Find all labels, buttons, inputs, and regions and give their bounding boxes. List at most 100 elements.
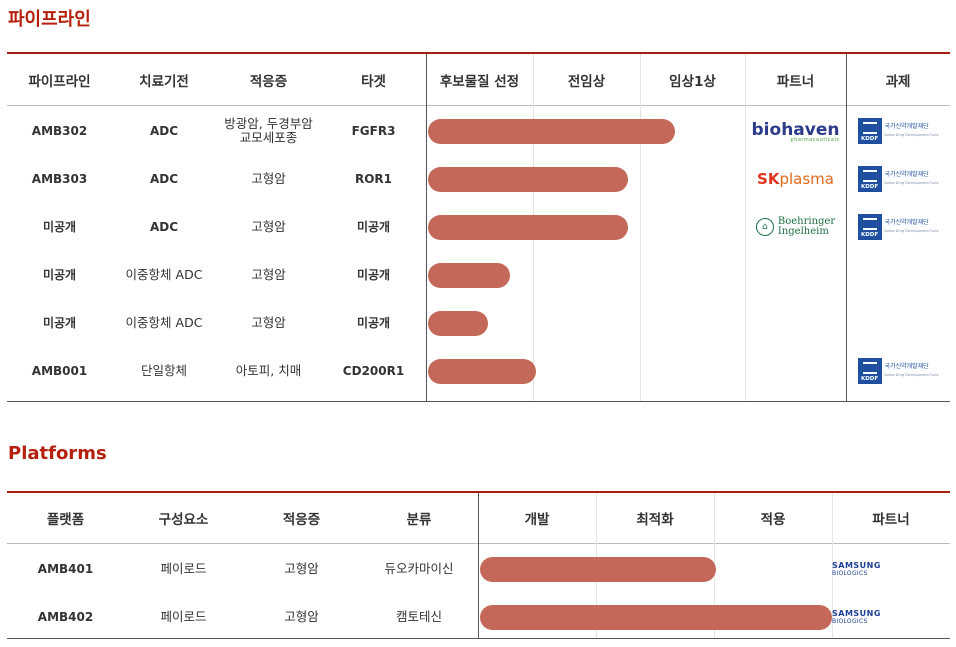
pipeline-header-cell: 파이프라인 xyxy=(28,73,91,90)
kddf-text: 국가신약개발재단 Korea Drug Development Fund xyxy=(885,363,939,379)
pipeline-mechanism: ADC xyxy=(149,172,179,186)
pipeline-header-cell: 임상1상 xyxy=(669,73,716,90)
platforms-category: 듀오카마이신 xyxy=(384,561,454,576)
kddf-emblem: KDDF xyxy=(857,214,882,240)
pipeline-target: CD200R1 xyxy=(342,364,405,378)
pipeline-header-cell: 과제 xyxy=(885,73,911,90)
biologics-text: BIOLOGICS xyxy=(832,570,868,577)
section-divider xyxy=(478,493,479,638)
pipeline-mechanism: 이중항체 ADC xyxy=(125,267,203,282)
platforms-title: Platforms xyxy=(8,443,107,464)
plasma-text: plasma xyxy=(779,170,834,188)
kddf-name: 국가신약개발재단 xyxy=(884,219,929,226)
pipeline-indication: 아토피, 치매 xyxy=(235,363,302,378)
pipeline-header-cell: 전임상 xyxy=(567,73,606,90)
kddf-emblem: KDDF xyxy=(857,118,882,144)
kddf-text: 국가신약개발재단 Korea Drug Development Fund xyxy=(885,123,939,139)
kddf-en: Korea Drug Development Fund xyxy=(884,373,939,377)
column-divider xyxy=(745,54,746,401)
pipeline-title: 파이프라인 xyxy=(8,9,91,30)
boehringer-line1: Boehringer xyxy=(777,216,836,227)
platforms-component: 페이로드 xyxy=(160,561,207,576)
kddf-en: Korea Drug Development Fund xyxy=(884,133,939,137)
platforms-header-cell: 개발 xyxy=(524,512,550,528)
pipeline-target: ROR1 xyxy=(354,172,393,186)
pipeline-indication: 방광암, 두경부암 교모세포종 xyxy=(224,116,313,145)
platforms-name: AMB402 xyxy=(37,610,94,624)
kddf-name: 국가신약개발재단 xyxy=(884,363,929,370)
progress-bar xyxy=(428,310,489,336)
platforms-indication: 고형암 xyxy=(284,609,319,624)
platforms-name: AMB401 xyxy=(37,562,94,576)
pipeline-header-cell: 타겟 xyxy=(361,73,386,90)
pipeline-mechanism: ADC xyxy=(149,220,179,234)
section-divider xyxy=(426,54,427,401)
biohaven-wordmark: biohaven pharmaceuticals xyxy=(752,120,840,143)
kddf-name: 국가신약개발재단 xyxy=(884,171,929,178)
platforms-header-cell: 파트너 xyxy=(872,512,910,528)
pipeline-header-cell: 치료기전 xyxy=(139,73,189,90)
platforms-header-cell: 구성요소 xyxy=(158,512,209,528)
biohaven-sub: pharmaceuticals xyxy=(790,136,840,143)
pipeline-indication: 고형암 xyxy=(251,315,286,330)
platforms-header-cell: 적용 xyxy=(760,512,786,528)
kddf-logo: KDDF 국가신약개발재단 Korea Drug Development Fund xyxy=(846,353,950,389)
progress-bar xyxy=(428,118,676,144)
pipeline-mechanism: 단일항체 xyxy=(140,363,187,378)
column-divider xyxy=(640,54,641,401)
pipeline-target: FGFR3 xyxy=(351,124,396,138)
progress-bar xyxy=(480,604,832,630)
sk-text: SK xyxy=(757,170,780,188)
platforms-header-cell: 플랫폼 xyxy=(46,512,85,528)
kddf-name: 국가신약개발재단 xyxy=(884,123,929,130)
platforms-category: 캠토테신 xyxy=(395,609,442,624)
platforms-table: 플랫폼 구성요소 적응증 분류 개발 최적화 적용 파트너 AMB401 페이로드 고형암 듀오카마이… xyxy=(7,491,950,639)
column-divider xyxy=(832,493,833,638)
pipeline-target: 미공개 xyxy=(356,268,391,282)
kddf-emblem: KDDF xyxy=(857,358,882,384)
samsung-text: SAMSUNG xyxy=(832,561,881,570)
pipeline-mechanism: 이중항체 ADC xyxy=(125,315,203,330)
progress-bar xyxy=(428,214,628,240)
biohaven-name: biohaven xyxy=(751,119,840,140)
platforms-header-cell: 분류 xyxy=(406,512,432,528)
kddf-en: Korea Drug Development Fund xyxy=(884,181,939,185)
platforms-header-cell: 최적화 xyxy=(636,512,674,528)
kddf-text: 국가신약개발재단 Korea Drug Development Fund xyxy=(885,171,939,187)
progress-bar xyxy=(428,358,536,384)
kddf-logo: KDDF 국가신약개발재단 Korea Drug Development Fund xyxy=(846,209,950,245)
platforms-indication: 고형암 xyxy=(284,561,319,576)
pipeline-table: 파이프라인 치료기전 적응증 타겟 후보물질 선정 전임상 임상1상 파트너 과제 AMB302 A… xyxy=(7,52,950,402)
pipeline-target: 미공개 xyxy=(356,316,391,330)
pipeline-indication: 고형암 xyxy=(251,219,286,234)
kddf-logo: KDDF 국가신약개발재단 Korea Drug Development Fund xyxy=(846,113,950,149)
kddf-logo: KDDF 국가신약개발재단 Korea Drug Development Fund xyxy=(846,161,950,197)
sk-plasma-logo: SK plasma xyxy=(745,161,846,197)
pipeline-name: AMB001 xyxy=(31,364,88,378)
samsung-biologics-logo: SAMSUNG BIOLOGICS xyxy=(832,553,950,585)
boehringer-logo: ⌂ Boehringer Ingelheim xyxy=(745,209,846,245)
progress-bar xyxy=(480,556,716,582)
kddf-emblem: KDDF xyxy=(857,166,882,192)
pipeline-name: AMB302 xyxy=(31,124,88,138)
biohaven-logo: biohaven pharmaceuticals xyxy=(745,113,846,149)
kddf-text: 국가신약개발재단 Korea Drug Development Fund xyxy=(885,219,939,235)
samsung-biologics-logo: SAMSUNG BIOLOGICS xyxy=(832,601,950,633)
pipeline-header-cell: 적응증 xyxy=(249,73,288,90)
platforms-header-cell: 적응증 xyxy=(282,512,321,528)
pipeline-header-divider xyxy=(7,105,950,106)
pipeline-header-cell: 후보물질 선정 xyxy=(439,73,520,90)
biologics-text: BIOLOGICS xyxy=(832,618,868,625)
pipeline-name: 미공개 xyxy=(42,268,77,282)
kddf-en: Korea Drug Development Fund xyxy=(884,229,939,233)
samsung-text: SAMSUNG xyxy=(832,609,881,618)
pipeline-name: 미공개 xyxy=(42,220,77,234)
pipeline-header-cell: 파트너 xyxy=(776,73,815,90)
platforms-component: 페이로드 xyxy=(160,609,207,624)
progress-bar xyxy=(428,166,628,192)
pipeline-name: AMB303 xyxy=(31,172,88,186)
progress-bar xyxy=(428,262,511,288)
pipeline-indication: 고형암 xyxy=(251,267,286,282)
pipeline-target: 미공개 xyxy=(356,220,391,234)
boehringer-text: Boehringer Ingelheim xyxy=(778,217,835,237)
